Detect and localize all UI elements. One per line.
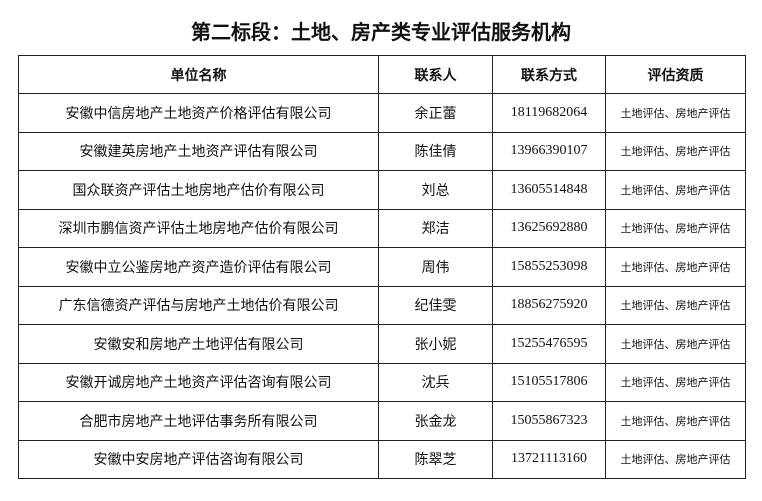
table-cell: 安徽建英房地产土地资产评估有限公司: [18, 131, 379, 171]
table-cell: 国众联资产评估土地房地产估价有限公司: [18, 170, 379, 210]
table-row: 安徽中信房地产土地资产价格评估有限公司 余正蕾 18119682064 土地评估、房地…: [18, 93, 746, 133]
table-cell: 安徽中信房地产土地资产价格评估有限公司: [18, 93, 379, 133]
table-cell: 15055867323: [492, 401, 606, 441]
table-row: 安徽中立公鉴房地产资产造价评估有限公司 周伟 15855253098 土地评估、房地产…: [18, 247, 746, 287]
table-cell: 陈佳倩: [378, 131, 493, 171]
table-cell: 刘总: [378, 170, 493, 210]
column-header: 评估资质: [605, 55, 746, 94]
table-cell: 土地评估、房地产评估: [605, 362, 746, 402]
table-cell: 陈翠芝: [378, 439, 493, 479]
table-cell: 沈兵: [378, 362, 493, 402]
table-cell: 土地评估、房地产评估: [605, 285, 746, 325]
table-row: 国众联资产评估土地房地产估价有限公司 刘总 13605514848 土地评估、房地产评…: [18, 170, 746, 210]
table-cell: 郑洁: [378, 208, 493, 248]
column-header: 联系方式: [492, 55, 606, 94]
table-row: 安徽安和房地产土地评估有限公司 张小妮 15255476595 土地评估、房地产评估: [18, 324, 746, 364]
table-cell: 安徽中立公鉴房地产资产造价评估有限公司: [18, 247, 379, 287]
table-cell: 土地评估、房地产评估: [605, 401, 746, 441]
table-cell: 安徽安和房地产土地评估有限公司: [18, 324, 379, 364]
table-body: 安徽中信房地产土地资产价格评估有限公司 余正蕾 18119682064 土地评估、房地…: [18, 93, 746, 479]
table-cell: 土地评估、房地产评估: [605, 324, 746, 364]
table-cell: 余正蕾: [378, 93, 493, 133]
table-row: 深圳市鹏信资产评估土地房地产估价有限公司 郑洁 13625692880 土地评估、房地…: [18, 208, 746, 248]
table-cell: 土地评估、房地产评估: [605, 208, 746, 248]
table-cell: 18119682064: [492, 93, 606, 133]
table-cell: 13605514848: [492, 170, 606, 210]
table-cell: 张金龙: [378, 401, 493, 441]
table-cell: 纪佳雯: [378, 285, 493, 325]
table-cell: 深圳市鹏信资产评估土地房地产估价有限公司: [18, 208, 379, 248]
table-cell: 15855253098: [492, 247, 606, 287]
table-cell: 土地评估、房地产评估: [605, 247, 746, 287]
table-cell: 13721113160: [492, 439, 606, 479]
table-cell: 土地评估、房地产评估: [605, 131, 746, 171]
table-row: 安徽中安房地产评估咨询有限公司 陈翠芝 13721113160 土地评估、房地产评估: [18, 439, 746, 479]
table-cell: 安徽中安房地产评估咨询有限公司: [18, 439, 379, 479]
table-cell: 15255476595: [492, 324, 606, 364]
table-row: 合肥市房地产土地评估事务所有限公司 张金龙 15055867323 土地评估、房地产评…: [18, 401, 746, 441]
table-cell: 土地评估、房地产评估: [605, 93, 746, 133]
title: 第二标段：土地、房产类专业评估服务机构: [191, 20, 571, 44]
table-row: 广东信德资产评估与房地产土地估价有限公司 纪佳雯 18856275920 土地评估、房…: [18, 285, 746, 325]
table-cell: 合肥市房地产土地评估事务所有限公司: [18, 401, 379, 441]
table-cell: 周伟: [378, 247, 493, 287]
table-cell: 张小妮: [378, 324, 493, 364]
table-cell: 土地评估、房地产评估: [605, 439, 746, 479]
table-cell: 广东信德资产评估与房地产土地估价有限公司: [18, 285, 379, 325]
table-cell: 15105517806: [492, 362, 606, 402]
table: 单位名称 联系人 联系方式 评估资质 安徽中信房地产土地资产价格评估有限公司 余正蕾 18…: [18, 55, 746, 479]
column-header: 单位名称: [18, 55, 379, 94]
table-row: 安徽开诚房地产土地资产评估咨询有限公司 沈兵 15105517806 土地评估、房地产…: [18, 362, 746, 402]
table-cell: 13966390107: [492, 131, 606, 171]
table-cell: 土地评估、房地产评估: [605, 170, 746, 210]
table-cell: 13625692880: [492, 208, 606, 248]
header-row: 单位名称 联系人 联系方式 评估资质: [18, 55, 746, 94]
table-cell: 安徽开诚房地产土地资产评估咨询有限公司: [18, 362, 379, 402]
column-header: 联系人: [378, 55, 493, 94]
table-cell: 18856275920: [492, 285, 606, 325]
table-row: 安徽建英房地产土地资产评估有限公司 陈佳倩 13966390107 土地评估、房地产评…: [18, 131, 746, 171]
